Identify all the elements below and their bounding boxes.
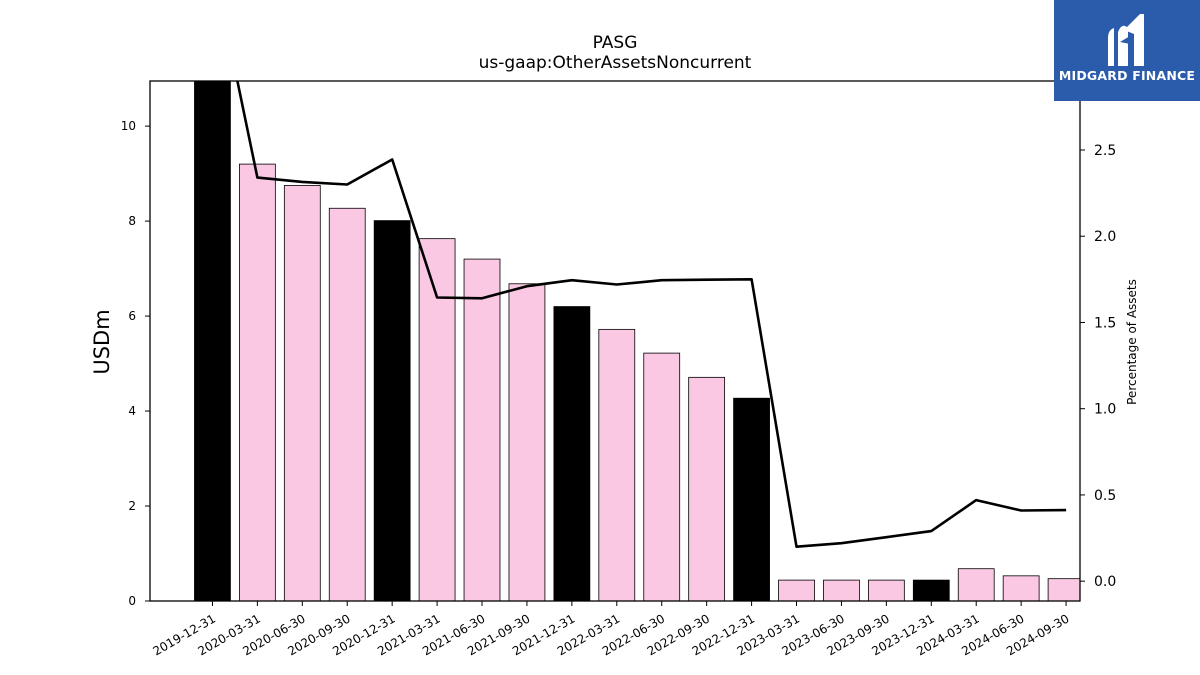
bar-2023-03-31 xyxy=(778,579,815,601)
y2-axis-label: Percentage of Assets xyxy=(1125,279,1139,405)
bar-2021-06-30 xyxy=(463,258,501,601)
bar-2021-12-31 xyxy=(553,306,591,601)
bar-2024-06-30 xyxy=(1002,575,1040,601)
line-group xyxy=(236,81,1067,549)
y-tick-label: 10 xyxy=(121,119,136,133)
chart-title: PASG xyxy=(593,33,638,53)
y-tick-label: 8 xyxy=(128,214,136,228)
bar-2020-03-31 xyxy=(239,163,276,601)
y-tick-label: 0 xyxy=(128,594,136,608)
bars-group xyxy=(194,81,1080,601)
bar-2023-09-30 xyxy=(867,579,905,601)
bar-2024-09-30 xyxy=(1047,578,1080,601)
y-axis-label: USDm xyxy=(90,309,114,374)
plot-frame xyxy=(149,80,1081,602)
bar-2019-12-31 xyxy=(194,81,231,601)
y2-tick-label: 2.5 xyxy=(1094,143,1116,159)
bar-2022-09-30 xyxy=(688,376,726,601)
bar-2022-06-30 xyxy=(643,352,681,601)
bar-2024-03-31 xyxy=(957,568,995,601)
y2-tick-label: 2.0 xyxy=(1094,229,1116,245)
bar-2023-12-31 xyxy=(912,579,950,601)
y-tick-label: 6 xyxy=(128,309,136,323)
bar-2021-03-31 xyxy=(418,238,456,601)
y-tick-label: 2 xyxy=(128,499,136,513)
bar-2021-09-30 xyxy=(508,283,546,601)
bar-2020-09-30 xyxy=(328,207,366,601)
y2-tick-label: 0.5 xyxy=(1094,488,1116,504)
y2-tick-label: 1.0 xyxy=(1094,402,1116,418)
bar-2022-03-31 xyxy=(598,328,636,601)
bar-2020-06-30 xyxy=(283,185,321,601)
y2-tick-label: 1.5 xyxy=(1094,315,1116,331)
bar-2023-06-30 xyxy=(823,579,860,601)
brand-logo: MIDGARD FINANCE xyxy=(1054,0,1200,101)
chart-subtitle: us-gaap:OtherAssetsNoncurrent xyxy=(479,53,752,73)
y2-tick-label: 0.0 xyxy=(1094,574,1116,590)
logo-mark-icon xyxy=(1108,14,1144,66)
bar-2020-12-31 xyxy=(373,220,411,601)
y-tick-label: 4 xyxy=(128,404,136,418)
logo-text: MIDGARD FINANCE xyxy=(1058,68,1196,83)
bar-2022-12-31 xyxy=(733,397,770,601)
percentage-line xyxy=(236,81,1067,549)
